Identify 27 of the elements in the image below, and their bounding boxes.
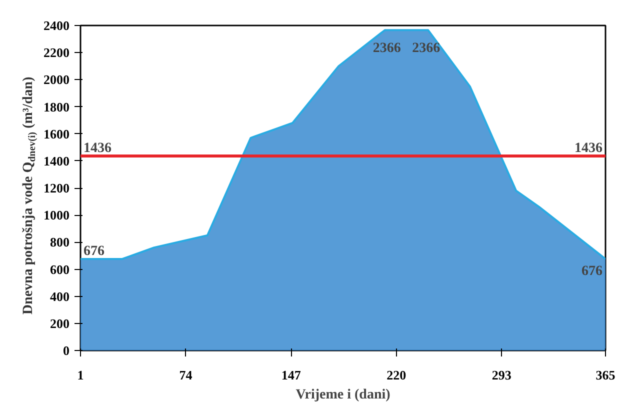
y-tick-label: 0	[63, 343, 70, 358]
y-tick-label: 1200	[44, 180, 70, 196]
annotation: 2366	[372, 41, 401, 56]
ref-line-label: 1436	[84, 141, 112, 156]
text: 1436	[574, 141, 602, 156]
y-tick-label: 800	[50, 234, 70, 250]
y-tick-label: 600	[50, 262, 70, 277]
y-tick-label: 2400	[44, 18, 70, 33]
y-tick-label: 2200	[44, 45, 70, 60]
y-tick-label: 2000	[44, 72, 70, 88]
y-tick-label: 1800	[44, 99, 70, 114]
x-tick-label: 220	[386, 368, 406, 382]
annotation: 676	[84, 244, 104, 259]
y-tick-label: 1400	[44, 153, 70, 168]
annotation: 2366	[412, 41, 440, 56]
y-axis-title: Dnevna potrošnja vode Qdnev(i) (m³/dan)	[21, 76, 38, 315]
annotation: 676	[582, 264, 602, 279]
y-tick-label: 1000	[44, 208, 70, 223]
y-tick-label: 1600	[44, 126, 70, 142]
y-tick-label: 200	[50, 316, 70, 331]
x-tick-label: 1	[77, 368, 84, 382]
x-tick-label: 74	[179, 368, 193, 382]
x-tick-label: 365	[596, 368, 616, 382]
x-axis-title: Vrijeme i (dani)	[296, 388, 391, 402]
x-tick-label: 147	[281, 368, 302, 382]
y-tick-label: 400	[50, 288, 70, 304]
x-tick-label: 293	[492, 368, 512, 382]
